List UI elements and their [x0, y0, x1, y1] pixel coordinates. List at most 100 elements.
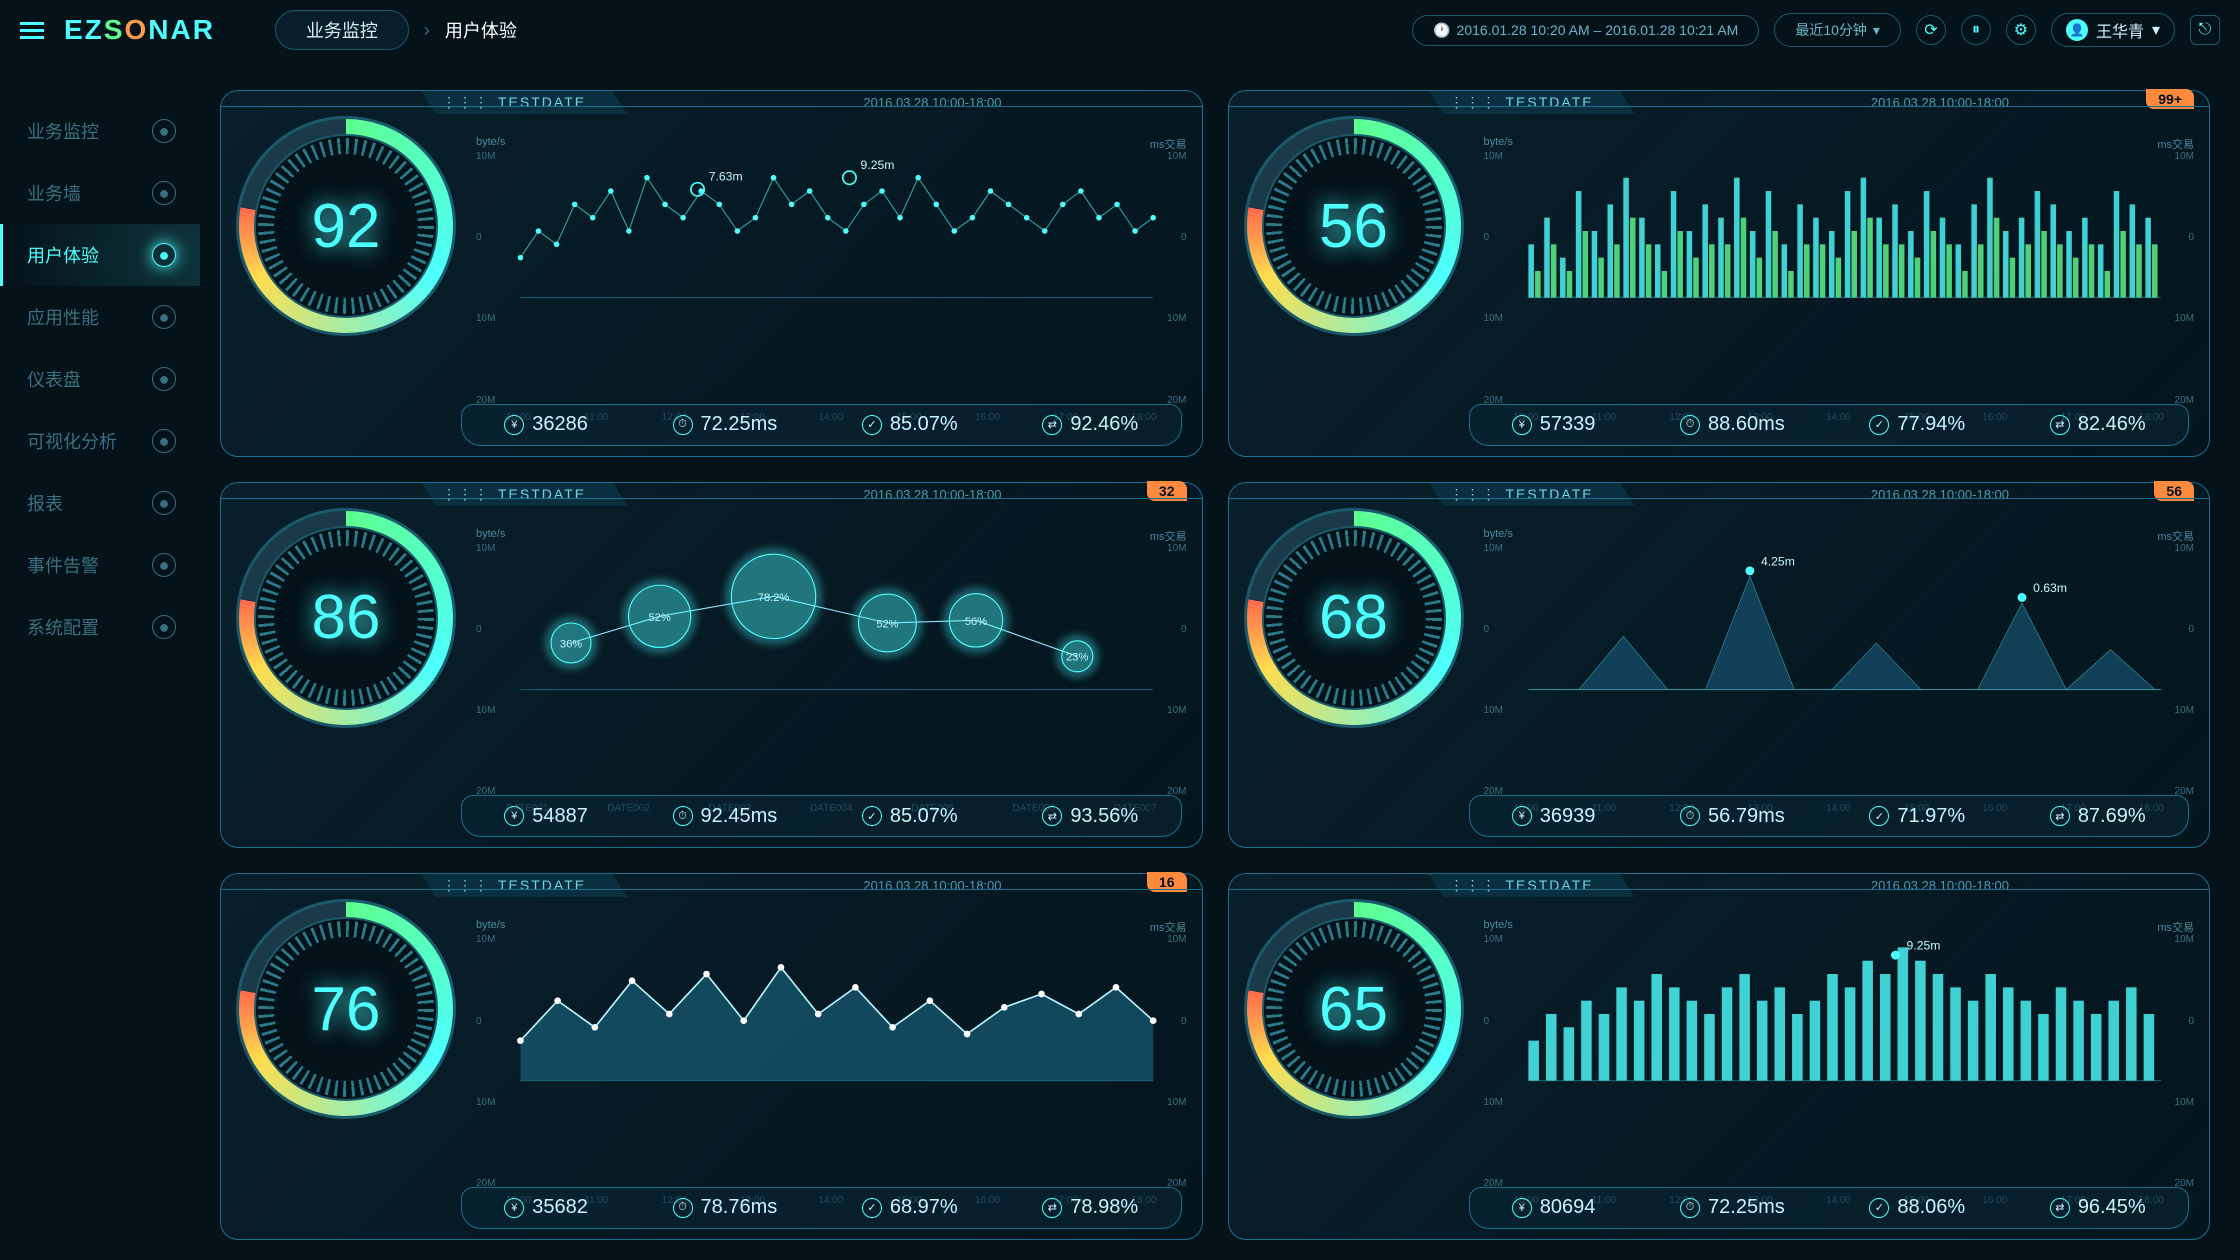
alert-icon: ●	[152, 553, 176, 577]
pause-icon[interactable]: ⏸	[1961, 15, 1991, 45]
card-title: ⋮⋮⋮TESTDATE	[421, 90, 627, 114]
gauge: 92	[236, 116, 456, 336]
metrics-bar: ¥54887 ⏱92.45ms ✓85.07% ⇄93.56%	[461, 795, 1182, 837]
card-4: ⋮⋮⋮TESTDATE 2016.03.28 10:00-18:00 16 76…	[220, 873, 1203, 1240]
metric-time: ⏱56.79ms	[1680, 805, 1785, 828]
metrics-bar: ¥35682 ⏱78.76ms ✓68.97% ⇄78.98%	[461, 1187, 1182, 1229]
user-menu[interactable]: 👤 王华青 ▾	[2051, 13, 2175, 47]
card-title: ⋮⋮⋮TESTDATE	[1429, 90, 1635, 114]
check-icon: ✓	[1869, 415, 1889, 435]
metric-currency: ¥35682	[504, 1196, 588, 1219]
svg-text:0.63m: 0.63m	[2033, 581, 2067, 595]
report-icon: ●	[152, 491, 176, 515]
card-badge: 56	[2154, 481, 2194, 501]
nav-label: 应用性能	[27, 304, 99, 330]
gauge: 56	[1244, 116, 1464, 336]
swap-icon: ⇄	[2050, 1198, 2070, 1218]
card-title: ⋮⋮⋮TESTDATE	[421, 873, 627, 897]
sidebar-item-2[interactable]: 用户体验●	[0, 224, 200, 286]
check-icon: ✓	[862, 806, 882, 826]
svg-text:52%: 52%	[649, 611, 671, 623]
clock-icon: ⏱	[1680, 1198, 1700, 1218]
clock-icon: ⏱	[1680, 415, 1700, 435]
chart: byte/s ms交易 10M010M20M 10M010M20M 9.25m …	[1484, 919, 2195, 1224]
metric-swap: ⇄96.45%	[2050, 1196, 2146, 1219]
card-5: ⋮⋮⋮TESTDATE 2016.03.28 10:00-18:00 65 by…	[1228, 873, 2211, 1240]
nav-label: 用户体验	[27, 242, 99, 268]
metric-swap: ⇄93.56%	[1042, 805, 1138, 828]
chart-icon: ●	[152, 305, 176, 329]
breadcrumb-item[interactable]: 业务监控	[275, 10, 409, 50]
svg-text:4.25m: 4.25m	[1760, 554, 1794, 568]
svg-text:9.25m: 9.25m	[861, 158, 895, 172]
svg-text:56%: 56%	[965, 615, 987, 627]
analytics-icon: ●	[152, 429, 176, 453]
exit-icon[interactable]: ⎋	[2190, 15, 2220, 45]
header: EZSONAR 业务监控 › 用户体验 🕐2016.01.28 10:20 AM…	[0, 0, 2240, 60]
metric-swap: ⇄78.98%	[1042, 1196, 1138, 1219]
metrics-bar: ¥57339 ⏱88.60ms ✓77.94% ⇄82.46%	[1469, 404, 2190, 446]
metrics-bar: ¥80694 ⏱72.25ms ✓88.06% ⇄96.45%	[1469, 1187, 2190, 1229]
gauge: 76	[236, 899, 456, 1119]
sidebar: 业务监控●业务墙●用户体验●应用性能●仪表盘●可视化分析●报表●事件告警●系统配…	[0, 80, 200, 1260]
sidebar-item-3[interactable]: 应用性能 ●	[0, 286, 200, 348]
swap-icon: ⇄	[2050, 806, 2070, 826]
metrics-bar: ¥36939 ⏱56.79ms ✓71.97% ⇄87.69%	[1469, 795, 2190, 837]
metric-currency: ¥57339	[1512, 413, 1596, 436]
gauge-icon: ●	[152, 367, 176, 391]
sidebar-item-4[interactable]: 仪表盘 ●	[0, 348, 200, 410]
metric-time: ⏱78.76ms	[673, 1196, 778, 1219]
gauge-value: 65	[1244, 899, 1464, 1119]
card-badge: 32	[1147, 481, 1187, 501]
sidebar-item-5[interactable]: 可视化分析 ●	[0, 410, 200, 472]
clock-icon: ⏱	[1680, 806, 1700, 826]
gauge: 65	[1244, 899, 1464, 1119]
card-title: ⋮⋮⋮TESTDATE	[1429, 873, 1635, 897]
gauge-value: 56	[1244, 116, 1464, 336]
card-date-range: 2016.03.28 10:00-18:00	[863, 95, 1001, 110]
yen-icon: ¥	[1512, 415, 1532, 435]
swap-icon: ⇄	[1042, 806, 1062, 826]
card-date-range: 2016.03.28 10:00-18:00	[863, 878, 1001, 893]
sidebar-item-0[interactable]: 业务监控●	[0, 100, 200, 162]
metric-swap: ⇄92.46%	[1042, 413, 1138, 436]
sidebar-item-1[interactable]: 业务墙●	[0, 162, 200, 224]
breadcrumb: 业务监控 › 用户体验	[275, 10, 517, 50]
sidebar-item-8[interactable]: 系统配置●	[0, 596, 200, 658]
card-date-range: 2016.03.28 10:00-18:00	[1871, 878, 2009, 893]
card-title: ⋮⋮⋮TESTDATE	[421, 482, 627, 506]
svg-text:52%: 52%	[876, 618, 898, 630]
time-range-picker[interactable]: 🕐2016.01.28 10:20 AM – 2016.01.28 10:21 …	[1412, 15, 1759, 46]
metric-currency: ¥54887	[504, 805, 588, 828]
settings-icon[interactable]: ⚙	[2006, 15, 2036, 45]
yen-icon: ¥	[504, 1198, 524, 1218]
nav-label: 事件告警	[27, 552, 99, 578]
nav-label: 仪表盘	[27, 366, 81, 392]
metric-swap: ⇄87.69%	[2050, 805, 2146, 828]
card-title: ⋮⋮⋮TESTDATE	[1429, 482, 1635, 506]
card-badge: 16	[1147, 872, 1187, 892]
metric-check: ✓85.07%	[862, 805, 958, 828]
gauge-value: 86	[236, 508, 456, 728]
clock-icon: ⏱	[673, 1198, 693, 1218]
refresh-icon[interactable]: ⟳	[1916, 15, 1946, 45]
sidebar-item-6[interactable]: 报表●	[0, 472, 200, 534]
nav-label: 系统配置	[27, 614, 99, 640]
metric-check: ✓77.94%	[1869, 413, 1965, 436]
avatar-icon: 👤	[2066, 19, 2088, 41]
swap-icon: ⇄	[1042, 415, 1062, 435]
sidebar-item-7[interactable]: 事件告警 ●	[0, 534, 200, 596]
check-icon: ✓	[1869, 1198, 1889, 1218]
chart: byte/s ms交易 10M010M20M 10M010M20M 36%52%…	[476, 528, 1187, 833]
grid-icon: ●	[152, 181, 176, 205]
metric-currency: ¥80694	[1512, 1196, 1596, 1219]
svg-text:78.2%: 78.2%	[758, 591, 790, 603]
metric-check: ✓88.06%	[1869, 1196, 1965, 1219]
chart: byte/s ms交易 10M010M20M 10M010M20M 10:001…	[476, 919, 1187, 1224]
menu-icon[interactable]	[20, 22, 44, 39]
svg-text:36%: 36%	[560, 638, 582, 650]
nav-label: 可视化分析	[27, 428, 117, 454]
logo: EZSONAR	[64, 14, 215, 46]
recent-dropdown[interactable]: 最近10分钟▾	[1774, 13, 1901, 47]
svg-text:9.25m: 9.25m	[1906, 939, 1940, 953]
